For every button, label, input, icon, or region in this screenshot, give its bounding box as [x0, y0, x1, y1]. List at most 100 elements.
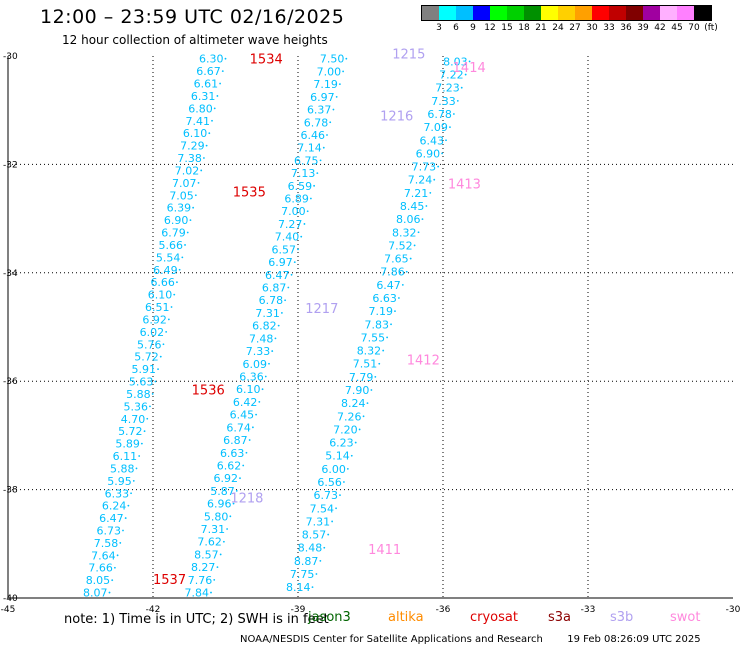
satellite-legend-altika: altika	[388, 610, 424, 625]
satellite-legend-s3b: s3b	[610, 610, 634, 625]
colorbar-label: 27	[569, 23, 581, 33]
wave-height-label: 6.63	[372, 292, 397, 305]
track-point	[221, 70, 224, 73]
wave-height-label: 6.47	[265, 269, 290, 282]
wave-height-label: 7.27	[278, 218, 303, 231]
track-point	[268, 362, 270, 365]
track-point	[189, 219, 192, 222]
track-point	[456, 99, 459, 102]
wave-height-label: 6.10	[148, 289, 173, 302]
colorbar-label: 3	[436, 23, 442, 33]
pass-number-label: 1412	[407, 354, 440, 369]
wave-height-label: 6.39	[167, 202, 192, 215]
wave-height-label: 6.97	[268, 256, 293, 269]
colorbar-label: 45	[671, 23, 683, 33]
track-point	[149, 405, 151, 408]
track-point	[306, 210, 309, 213]
wave-height-label: 7.09	[423, 121, 448, 134]
wave-height-label: 7.00	[281, 205, 306, 218]
wave-height-label: 5.76	[137, 338, 162, 351]
colorbar-swatch	[473, 6, 490, 20]
track-point	[261, 388, 264, 391]
track-point	[200, 169, 203, 172]
track-point	[339, 494, 341, 497]
x-tick-label: -39	[291, 605, 306, 612]
pass-labels: 1534 1535 1536 1537 1215 1216 1217 1218 1414 1413…	[153, 47, 486, 588]
wave-height-label: 5.89	[115, 438, 140, 451]
satellite-legend-cryosat: cryosat	[470, 610, 518, 625]
track-point	[239, 477, 241, 480]
track-point	[421, 218, 424, 221]
track-point	[433, 178, 436, 181]
wave-height-label: 6.78	[259, 294, 284, 307]
grid-lines	[8, 56, 733, 598]
track-point	[119, 542, 122, 544]
colorbar-swatches	[421, 5, 712, 21]
wave-height-label: 7.33	[431, 95, 456, 108]
track-point	[127, 504, 130, 507]
wave-height-label: 5.14	[325, 450, 350, 463]
track-point	[197, 181, 200, 184]
track-point	[162, 343, 165, 346]
track-point	[309, 197, 312, 200]
wave-height-label: 6.11	[113, 450, 138, 463]
wave-height-label: 7.05	[169, 189, 194, 202]
colorbar-swatch	[541, 6, 558, 20]
wave-height-label: 7.50	[320, 53, 345, 66]
track-point	[271, 350, 274, 352]
track-point	[132, 479, 135, 482]
wave-height-label: 8.14	[286, 581, 311, 594]
wave-height-label: 6.42	[233, 396, 258, 409]
track-point	[297, 248, 299, 251]
satellite-legend: jason3 altika cryosat s3a s3b swot	[0, 610, 740, 628]
axis-ticks: -30 -32 -34 -36 -38 -40-45 -42 -39 -36 -33 -30	[1, 52, 740, 612]
track-point	[280, 312, 283, 314]
colorbar-swatch	[524, 6, 541, 20]
wave-height-label: 6.37	[307, 104, 332, 117]
colorbar-label: 33	[603, 23, 615, 33]
wave-height-label: 7.20	[333, 423, 358, 436]
wave-height-label: 5.80	[204, 510, 229, 523]
credit-text: NOAA/NESDIS Center for Satellite Applica…	[240, 634, 543, 645]
wave-height-label: 7.76	[188, 574, 213, 587]
wave-height-label: 6.62	[217, 459, 242, 472]
wave-height-label: 7.83	[365, 318, 390, 331]
x-tick-label: -30	[726, 605, 740, 612]
track-point	[277, 324, 280, 327]
track-point	[437, 165, 440, 168]
pass-number-label: 1217	[305, 302, 338, 317]
colorbar-swatch	[558, 6, 575, 20]
track-point	[116, 554, 119, 557]
wave-height-label: 6.02	[140, 326, 165, 339]
track-point	[452, 113, 455, 115]
pass-number-label: 1411	[368, 543, 401, 558]
plot-frame	[7, 56, 733, 599]
wave-height-label: 6.57	[272, 243, 297, 256]
track-point	[338, 83, 341, 86]
track-point	[211, 119, 213, 122]
track-point	[173, 293, 176, 296]
colorbar-swatch	[507, 6, 524, 20]
wave-height-label: 7.31	[306, 515, 331, 528]
colorbar-label: 39	[637, 23, 649, 33]
track-point	[138, 455, 141, 457]
track-point	[323, 546, 326, 549]
track-point	[382, 349, 385, 352]
track-point	[464, 73, 467, 76]
colorbar-swatch	[592, 6, 609, 20]
wave-height-label: 5.91	[132, 363, 157, 376]
wave-height-label: 7.86	[380, 266, 405, 279]
track-point	[397, 297, 400, 299]
track-point	[313, 184, 316, 187]
track-point	[205, 144, 208, 147]
track-point	[170, 306, 173, 308]
wave-height-label: 6.33	[105, 487, 130, 500]
track-point	[350, 454, 353, 457]
colorbar-label: 15	[501, 23, 513, 33]
wave-height-label: 7.29	[180, 140, 205, 153]
colorbar-label: 42	[654, 23, 666, 33]
wave-height-label: 6.61	[194, 78, 219, 91]
colorbar-swatch	[626, 6, 643, 20]
track-point	[311, 586, 314, 589]
track-point	[184, 244, 186, 246]
